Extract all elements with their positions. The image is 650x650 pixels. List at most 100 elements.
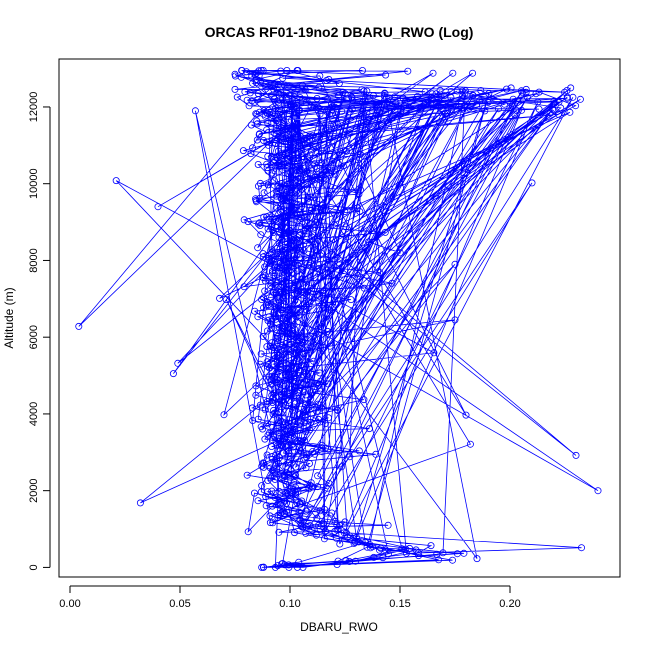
data-point [334, 557, 342, 565]
data-point [273, 334, 281, 342]
data-point [258, 462, 266, 470]
data-point [309, 238, 317, 246]
data-point [372, 450, 380, 458]
data-point [283, 430, 291, 438]
data-point [311, 450, 319, 458]
data-point [313, 514, 321, 522]
data-point [238, 67, 246, 75]
data-point [252, 79, 260, 87]
data-point [578, 544, 586, 552]
data-point [264, 376, 272, 384]
data-point [300, 135, 308, 143]
data-point [259, 309, 267, 317]
data-point [317, 444, 325, 452]
data-point [282, 212, 290, 220]
data-point [295, 357, 303, 365]
data-point [258, 295, 266, 303]
y-axis: 0 2000 4000 6000 8000 10000 12000 [28, 92, 51, 570]
data-point [402, 545, 410, 553]
data-point [271, 409, 279, 417]
data-point [259, 563, 267, 571]
data-point [421, 88, 429, 96]
data-point [253, 117, 261, 125]
data-point [290, 133, 298, 141]
data-point [216, 294, 224, 302]
data-point [272, 455, 280, 463]
data-point [174, 359, 182, 367]
data-point [264, 152, 272, 160]
data-point [248, 404, 256, 412]
data-point [272, 315, 280, 323]
y-tick-label: 10000 [28, 168, 40, 199]
data-point [298, 275, 306, 283]
data-point [391, 93, 399, 101]
data-point [320, 524, 328, 532]
data-point [252, 75, 260, 83]
data-point [375, 108, 383, 116]
data-point [288, 191, 296, 199]
data-point [275, 487, 283, 495]
data-point [360, 284, 368, 292]
data-point [328, 509, 336, 517]
data-point [310, 255, 318, 263]
data-point [317, 147, 325, 155]
data-point [315, 83, 323, 91]
data-point [340, 529, 348, 537]
data-point [295, 246, 303, 254]
data-point [351, 557, 359, 565]
data-point [348, 97, 356, 105]
data-point [290, 403, 298, 411]
data-point [376, 268, 384, 276]
data-point [554, 110, 562, 118]
data-point [254, 415, 262, 423]
data-point [274, 500, 282, 508]
data-point [259, 253, 267, 261]
data-point [271, 475, 279, 483]
data-point [255, 108, 263, 116]
data-point [412, 546, 420, 554]
data-point [283, 365, 291, 373]
data-point [220, 411, 228, 419]
data-point [336, 522, 344, 530]
data-point [436, 86, 444, 94]
data-point [453, 87, 461, 95]
data-point [277, 225, 285, 233]
data-point [270, 85, 278, 93]
data-point [278, 418, 286, 426]
data-point [351, 538, 359, 546]
data-point [297, 519, 305, 527]
data-point [303, 153, 311, 161]
y-tick-label: 6000 [28, 325, 40, 349]
data-point [270, 308, 278, 316]
data-point [404, 67, 412, 75]
data-point [338, 463, 346, 471]
data-point [297, 373, 305, 381]
data-point [249, 416, 257, 424]
data-point [284, 145, 292, 153]
data-point [272, 378, 280, 386]
data-point [282, 126, 290, 134]
data-point [278, 247, 286, 255]
data-point [264, 181, 272, 189]
data-point [292, 349, 300, 357]
data-point [306, 224, 314, 232]
data-point [293, 374, 301, 382]
data-point [262, 502, 270, 510]
data-point [322, 107, 330, 115]
data-point [384, 98, 392, 106]
data-point [473, 555, 481, 563]
data-point [247, 121, 255, 129]
data-point [324, 95, 332, 103]
data-point [291, 325, 299, 333]
data-point [430, 349, 438, 357]
data-point [326, 306, 334, 314]
data-point [366, 544, 374, 552]
data-point [281, 432, 289, 440]
data-point [281, 509, 289, 517]
data-point [290, 529, 298, 537]
data-point [557, 104, 565, 112]
data-point [257, 488, 265, 496]
data-point [311, 334, 319, 342]
data-point [296, 500, 304, 508]
data-point [511, 111, 519, 119]
